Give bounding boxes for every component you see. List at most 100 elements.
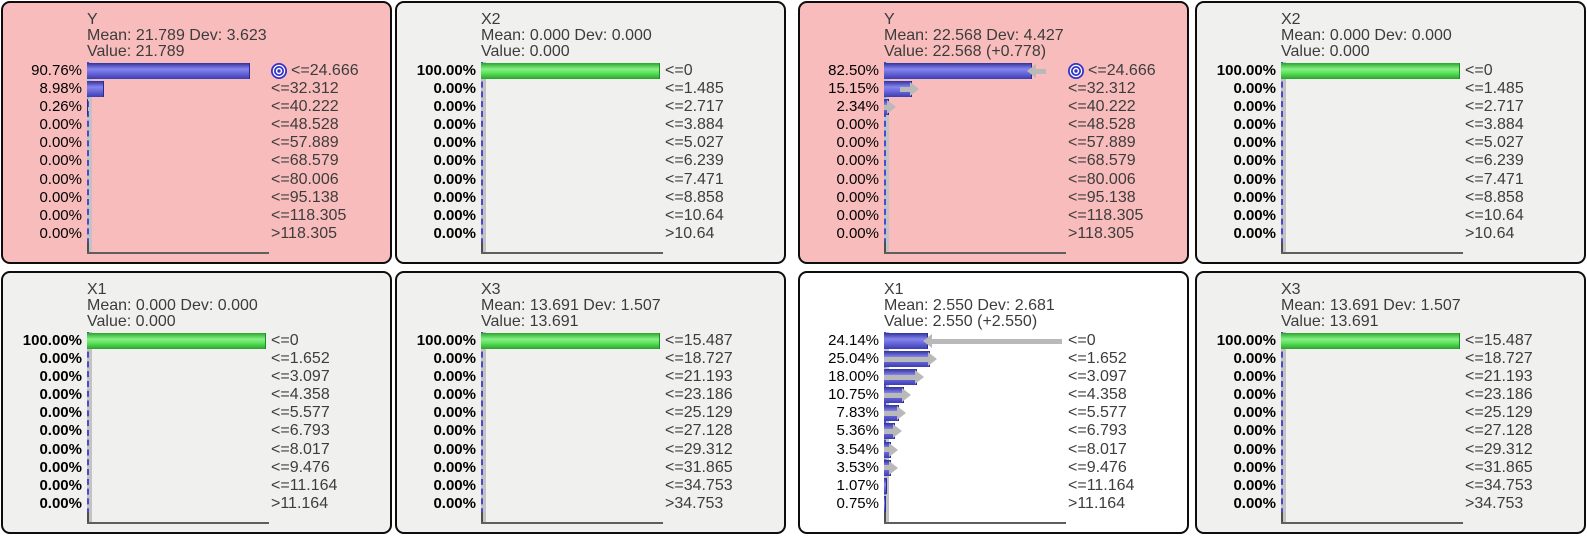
distribution-bar-row[interactable] [1281, 495, 1459, 513]
distribution-bar-row[interactable] [87, 225, 265, 243]
distribution-bar-row[interactable] [87, 189, 265, 207]
distribution-bar-row[interactable] [884, 495, 1062, 513]
distribution-bar-row[interactable] [884, 386, 1062, 404]
distribution-bar-row[interactable] [884, 134, 1062, 152]
axis-corner [87, 242, 89, 254]
distribution-bar-row[interactable] [481, 189, 659, 207]
distribution-bar-row[interactable] [481, 422, 659, 440]
distribution-bar-row[interactable] [1281, 152, 1459, 170]
distribution-bar-row[interactable] [87, 422, 265, 440]
distribution-bar-row[interactable] [481, 441, 659, 459]
distribution-bar-row[interactable] [884, 98, 1062, 116]
distribution-bar-row[interactable] [1281, 332, 1460, 350]
distribution-bar-row[interactable] [481, 80, 659, 98]
bin-labels-column: <=0 <=1.485 <=2.717 <=3.884 <=5.027 <=6.239 <=… [1465, 62, 1582, 243]
monitor-variable-name: X1 [884, 281, 904, 298]
distribution-bar-row[interactable] [884, 459, 1062, 477]
distribution-bar-row[interactable] [481, 62, 660, 80]
distribution-bar-row[interactable] [884, 116, 1062, 134]
distribution-bar-row[interactable] [1281, 441, 1459, 459]
change-arrow-head [896, 406, 906, 421]
distribution-bar-row[interactable] [1281, 189, 1459, 207]
distribution-bar-row[interactable] [87, 441, 265, 459]
distribution-bar-row[interactable] [884, 152, 1062, 170]
distribution-bar-row[interactable] [1281, 134, 1459, 152]
distribution-bar-row[interactable] [1281, 171, 1459, 189]
distribution-bar-row[interactable] [884, 332, 1062, 350]
distribution-bar-row[interactable] [1281, 350, 1459, 368]
distribution-bar-row[interactable] [1281, 459, 1459, 477]
distribution-bar-row[interactable] [884, 368, 1062, 386]
distribution-bar-row[interactable] [884, 225, 1062, 243]
distribution-bar-row[interactable] [884, 171, 1062, 189]
distribution-bar-row[interactable] [87, 459, 265, 477]
distribution-bar-row[interactable] [1281, 116, 1459, 134]
bin-label: <=118.305 [271, 206, 347, 224]
distribution-bar-row[interactable] [1281, 422, 1459, 440]
distribution-bar-row[interactable] [884, 422, 1062, 440]
distribution-bar-row[interactable] [87, 207, 265, 225]
bin-label: <=1.485 [1465, 80, 1524, 98]
distribution-bar-row[interactable] [884, 477, 1062, 495]
distribution-bar-row[interactable] [481, 171, 659, 189]
distribution-bar-row[interactable] [87, 62, 265, 80]
distribution-bar-row[interactable] [481, 386, 659, 404]
distribution-bar-row[interactable] [1281, 80, 1459, 98]
distribution-bar-row[interactable] [1281, 207, 1459, 225]
distribution-bar-row[interactable] [884, 62, 1062, 80]
bin-label: <=0 [271, 332, 299, 349]
distribution-bar-row[interactable] [1281, 386, 1459, 404]
distribution-bar-row[interactable] [1281, 225, 1459, 243]
distribution-bar-row[interactable] [481, 459, 659, 477]
distribution-bar-row[interactable] [87, 134, 265, 152]
distribution-bar-row[interactable] [481, 116, 659, 134]
monitor-variable-name: X2 [1281, 11, 1301, 28]
zero-axis-dashed-line [884, 62, 886, 254]
distribution-bar-row[interactable] [1281, 477, 1459, 495]
distribution-bar-row[interactable] [87, 386, 265, 404]
distribution-bar-row[interactable] [481, 134, 659, 152]
distribution-bar-row[interactable] [884, 404, 1062, 422]
distribution-bar-row[interactable] [481, 477, 659, 495]
distribution-bar-row[interactable] [884, 441, 1062, 459]
distribution-bar-row[interactable] [87, 171, 265, 189]
bin-label-row: <=7.471 [665, 171, 782, 189]
distribution-bar-row[interactable] [481, 152, 659, 170]
probability-label: 0.00% [1233, 440, 1276, 458]
distribution-bar-row[interactable] [884, 80, 1062, 98]
distribution-bar-row[interactable] [481, 495, 659, 513]
distribution-bar-row[interactable] [481, 404, 659, 422]
distribution-bar-row[interactable] [87, 152, 265, 170]
distribution-bar-row[interactable] [1281, 404, 1459, 422]
distribution-bar-row[interactable] [87, 98, 265, 116]
probability-bar [87, 99, 89, 116]
distribution-bar-row[interactable] [87, 116, 265, 134]
distribution-bar-row[interactable] [87, 368, 265, 386]
bin-labels-column: <=24.666 <=32.312 <=40.222 <=48.528 <=57.889… [271, 62, 388, 243]
distribution-bar-row[interactable] [884, 189, 1062, 207]
distribution-bar-row[interactable] [481, 207, 659, 225]
distribution-bar-row[interactable] [481, 350, 659, 368]
distribution-bar-row[interactable] [884, 350, 1062, 368]
bin-label-row: >118.305 [271, 225, 388, 243]
distribution-bar-row[interactable] [1281, 368, 1459, 386]
distribution-bar-row[interactable] [481, 98, 659, 116]
monitor-header: X3 Mean: 13.691 Dev: 1.507 Value: 13.691 [481, 282, 661, 330]
distribution-bar-row[interactable] [87, 404, 265, 422]
distribution-bar-row[interactable] [87, 495, 265, 513]
distribution-bar-row[interactable] [87, 80, 265, 98]
distribution-bar-row[interactable] [481, 332, 660, 350]
distribution-bar-row[interactable] [87, 332, 266, 350]
bin-label-row: <=15.487 [665, 332, 782, 350]
distribution-bar-row[interactable] [884, 207, 1062, 225]
probability-label: 15.15% [828, 80, 879, 98]
bin-label-row: <=15.487 [1465, 332, 1582, 350]
distribution-bar-row[interactable] [1281, 62, 1460, 80]
probability-bar [884, 333, 928, 349]
bin-label-row: <=95.138 [271, 189, 388, 207]
distribution-bar-row[interactable] [87, 477, 265, 495]
distribution-bar-row[interactable] [1281, 98, 1459, 116]
distribution-bar-row[interactable] [481, 368, 659, 386]
distribution-bar-row[interactable] [87, 350, 265, 368]
distribution-bar-row[interactable] [481, 225, 659, 243]
